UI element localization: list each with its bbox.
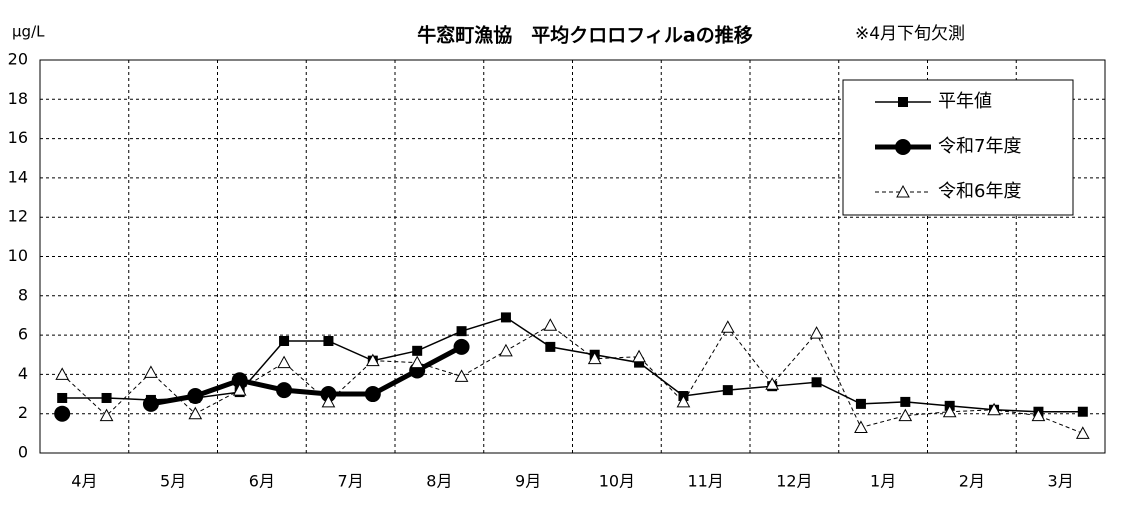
marker (188, 406, 203, 420)
marker (634, 357, 645, 368)
y-tick-label: 14 (8, 167, 28, 186)
series-line (62, 316, 1083, 413)
x-tick-label: 12月 (776, 472, 812, 491)
marker (987, 402, 1001, 416)
marker (632, 349, 646, 363)
y-tick-label: 8 (18, 285, 28, 304)
marker (142, 395, 159, 412)
marker (232, 383, 247, 396)
x-tick-label: 2月 (959, 472, 985, 491)
marker (410, 355, 425, 369)
marker (545, 341, 556, 352)
note: ※4月下旬欠測 (855, 24, 965, 44)
marker (896, 184, 910, 198)
marker (543, 318, 558, 331)
marker (57, 392, 68, 403)
marker (101, 392, 112, 403)
marker (722, 385, 733, 396)
marker (144, 365, 158, 378)
marker (942, 404, 957, 418)
x-tick-label: 8月 (426, 472, 452, 491)
y-tick-label: 2 (18, 403, 28, 422)
marker (499, 343, 513, 357)
y-axis-label: μg/L (12, 23, 45, 41)
marker (854, 420, 868, 433)
legend-label: 令和7年度 (938, 136, 1021, 157)
chart-title: 牛窓町漁協 平均クロロフィルaの推移 (417, 24, 752, 47)
marker (54, 405, 71, 422)
marker (898, 97, 908, 107)
marker (809, 326, 824, 339)
marker (454, 369, 469, 382)
marker (898, 408, 913, 422)
marker (587, 351, 602, 365)
y-tick-label: 10 (8, 246, 28, 265)
x-tick-label: 11月 (687, 472, 723, 491)
marker (277, 355, 291, 369)
marker (855, 398, 866, 409)
marker (453, 338, 470, 355)
marker (321, 394, 336, 408)
legend-label: 令和6年度 (938, 181, 1021, 202)
x-tick-label: 6月 (249, 472, 275, 491)
marker (276, 382, 293, 399)
marker (1077, 406, 1088, 417)
y-tick-label: 4 (18, 364, 28, 383)
marker (676, 394, 691, 408)
marker (765, 377, 780, 390)
y-tick-label: 0 (18, 443, 28, 462)
marker (187, 388, 204, 405)
marker (364, 386, 381, 403)
marker (1031, 408, 1046, 422)
marker (1075, 426, 1090, 439)
x-tick-label: 3月 (1048, 472, 1074, 491)
x-tick-label: 4月 (71, 472, 97, 491)
y-tick-label: 6 (18, 325, 28, 344)
marker (720, 320, 735, 333)
marker (895, 139, 911, 155)
marker (55, 367, 70, 380)
y-tick-label: 16 (8, 128, 28, 147)
x-tick-label: 1月 (870, 472, 896, 491)
marker (900, 396, 911, 407)
y-tick-label: 12 (8, 207, 28, 226)
marker (365, 353, 380, 367)
plot-frame (39, 59, 1106, 454)
x-tick-label: 5月 (160, 472, 186, 491)
marker (279, 335, 290, 346)
marker (323, 335, 334, 346)
x-tick-label: 9月 (515, 472, 541, 491)
marker (99, 408, 114, 422)
marker (456, 326, 467, 337)
y-tick-label: 18 (8, 89, 28, 108)
series-line (61, 324, 1083, 434)
legend-label: 平年値 (938, 91, 992, 112)
marker (231, 372, 248, 389)
y-tick-label: 20 (8, 50, 28, 69)
x-tick-label: 7月 (338, 472, 364, 491)
marker (500, 312, 511, 323)
marker (412, 345, 423, 356)
x-tick-label: 10月 (599, 472, 635, 491)
marker (811, 377, 822, 388)
